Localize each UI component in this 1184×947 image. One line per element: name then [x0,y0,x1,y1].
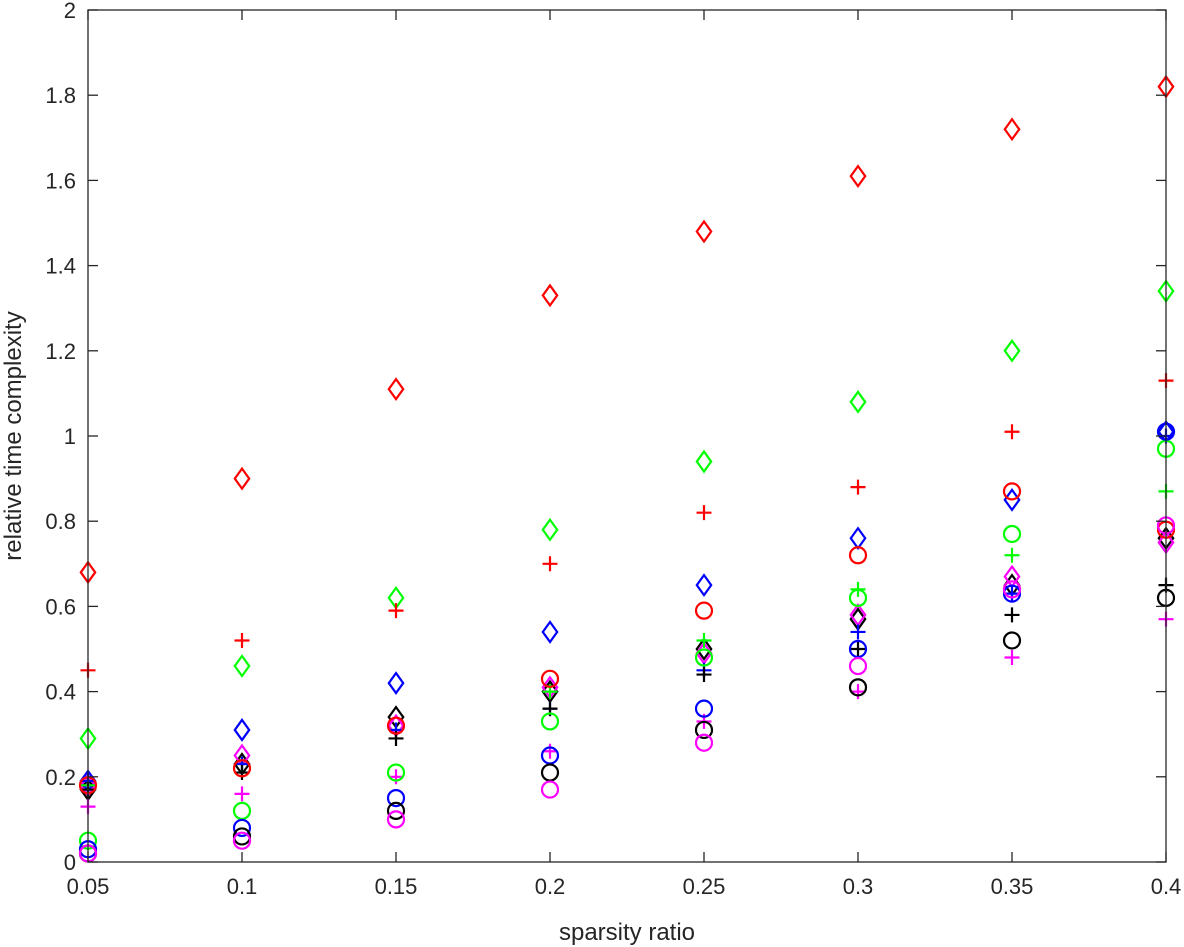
diamond-marker [233,718,251,742]
plus-marker [542,743,558,759]
y-axis-label: relative time complexity [0,311,27,560]
y-tick-label: 1.6 [45,168,76,193]
circle-marker [232,801,252,820]
diamond-marker [695,637,713,661]
x-axis-label: sparsity ratio [559,919,695,946]
circle-marker [386,716,406,735]
circle-marker [540,712,560,731]
axis-ticks: 0.05 0.1 0.15 0.2 0.25 0.3 0.35 0.4 0 0.2 0.4 0.6 0.… [45,0,1181,899]
circle-marker [848,546,868,565]
plus-marker [850,479,866,495]
diamond-marker [1003,338,1021,363]
diamond-marker [695,219,713,244]
x-tick-label: 0.15 [375,874,418,899]
diamond-marker [695,573,713,597]
circle-marker [386,788,406,808]
plus-marker [850,641,866,657]
circle-marker [848,656,868,676]
circle-marker [848,588,868,607]
y-tick-label: 2 [64,0,76,23]
chart-marks [78,74,1176,863]
plus-marker [1004,547,1020,563]
circle-marker [232,831,252,850]
circle-marker [694,699,714,718]
plus-marker [1004,586,1020,602]
y-tick-label: 1.2 [45,339,76,364]
y-tick-label: 0.2 [45,765,76,790]
diamond-marker [849,390,867,414]
plus-marker [1004,424,1020,440]
circle-marker [386,763,406,782]
diamond-marker [233,654,251,678]
plus-marker [388,769,404,785]
x-tick-label: 0.25 [683,874,726,899]
plus-marker [850,624,866,640]
circle-marker [232,818,252,838]
circle-marker [694,601,714,620]
diamond-marker [387,377,405,402]
circle-marker [1002,580,1022,599]
circle-marker [1002,631,1022,650]
circle-marker [540,763,560,782]
y-tick-label: 1.8 [45,83,76,108]
plus-marker [696,632,712,648]
diamond-marker [541,517,559,542]
plus-marker [696,505,712,521]
diamond-marker [849,164,867,189]
x-tick-label: 0.4 [1151,874,1182,899]
x-tick-label: 0.35 [991,874,1034,899]
circle-marker [386,801,406,820]
y-tick-label: 0 [64,850,76,875]
circle-marker [1002,524,1022,544]
plus-marker [234,765,250,781]
y-tick-label: 1.4 [45,254,76,279]
circle-marker [694,733,714,752]
circle-marker [1002,482,1022,501]
plus-marker [1004,650,1020,666]
diamond-marker [541,620,559,644]
x-tick-label: 0.2 [535,874,566,899]
circle-marker [694,720,714,740]
x-tick-label: 0.05 [67,874,110,899]
plus-marker [234,786,250,802]
plot-frame [87,9,1167,863]
circle-marker [848,678,868,697]
y-tick-label: 0.4 [45,680,76,705]
y-tick-label: 0.8 [45,509,76,534]
y-tick-label: 1 [64,424,76,449]
plus-marker [1004,607,1020,623]
circle-marker [232,759,252,778]
diamond-marker [541,283,559,308]
plus-marker [850,684,866,700]
circle-marker [694,648,714,667]
diamond-marker [849,526,867,551]
diamond-marker [1003,117,1021,142]
x-tick-label: 0.1 [227,874,258,899]
x-tick-label: 0.3 [843,874,874,899]
plus-marker [388,603,404,619]
diamond-marker [233,466,251,491]
diamond-marker [387,671,405,695]
plus-marker [234,632,250,648]
plus-marker [542,556,558,572]
plus-marker [696,667,712,683]
y-tick-label: 0.6 [45,594,76,619]
circle-marker [540,780,560,799]
diamond-marker [695,449,713,474]
circle-marker [386,810,406,829]
circle-marker [540,669,560,688]
